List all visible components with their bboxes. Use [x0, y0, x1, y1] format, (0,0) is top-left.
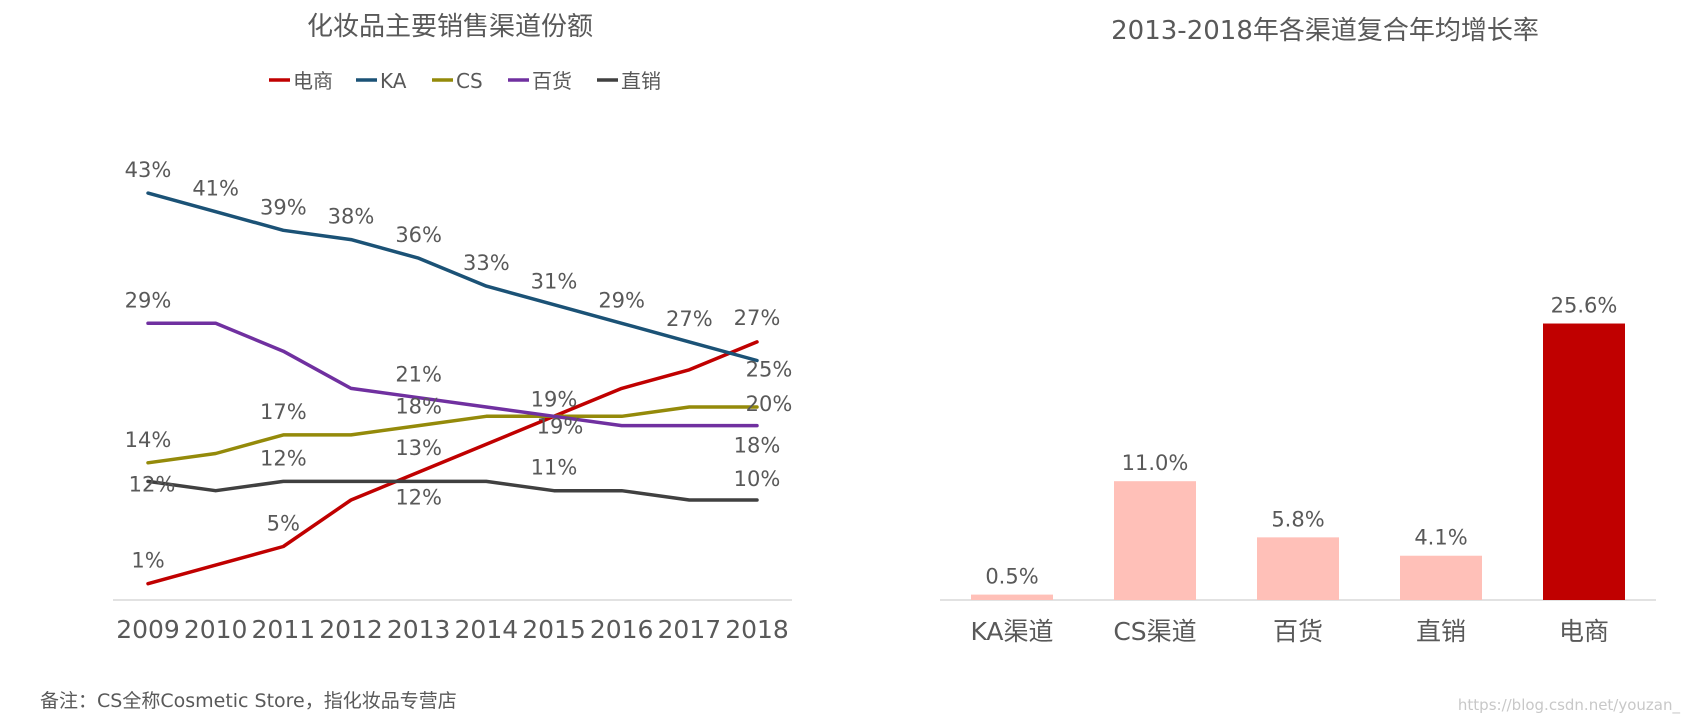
watermark: https://blog.csdn.net/youzan_: [1457, 696, 1680, 714]
line-chart-legend: 电商 KA CS 百货 直销: [269, 69, 661, 93]
bar-category-2: 百货: [1273, 617, 1323, 646]
bar-4: [1543, 323, 1625, 600]
bar-label-2: 5.8%: [1271, 507, 1324, 531]
bar-1: [1114, 481, 1196, 600]
data-label-s4-0: 12%: [129, 472, 176, 496]
series-line-2: [146, 405, 759, 465]
data-label-s0-2: 5%: [267, 512, 300, 536]
footnote: 备注：CS全称Cosmetic Store，指化妆品专营店: [40, 690, 457, 712]
data-label-s0-9: 27%: [734, 306, 781, 330]
bar-label-3: 4.1%: [1414, 526, 1467, 550]
data-label-s1-1: 41%: [192, 177, 239, 201]
x-tick-2011: 2011: [252, 615, 316, 644]
legend-label-0: 电商: [293, 69, 333, 93]
bar-category-3: 直销: [1416, 617, 1466, 646]
bar-2: [1257, 537, 1339, 600]
bar-label-4: 25.6%: [1551, 294, 1618, 318]
x-tick-2012: 2012: [319, 615, 383, 644]
x-tick-2017: 2017: [658, 615, 722, 644]
data-label-s3-6: 19%: [537, 414, 584, 438]
x-tick-2009: 2009: [116, 615, 180, 644]
data-label-s3-4: 21%: [395, 363, 442, 387]
bar-0: [971, 594, 1053, 600]
data-label-s1-5: 33%: [463, 251, 510, 275]
data-label-s4-9: 10%: [734, 467, 781, 491]
data-label-s4-4: 12%: [395, 485, 442, 509]
data-label-s0-6: 19%: [531, 387, 578, 411]
bar-3: [1400, 555, 1482, 600]
data-label-s2-2: 17%: [260, 400, 307, 424]
data-label-s1-9: 25%: [746, 358, 793, 382]
data-label-s1-4: 36%: [395, 223, 442, 247]
line-chart-series: [146, 191, 759, 586]
x-tick-2010: 2010: [184, 615, 248, 644]
legend-label-4: 直销: [621, 69, 661, 93]
bar-chart-x-ticks: KA渠道 CS渠道 百货 直销 电商: [970, 617, 1609, 646]
data-label-s2-4: 18%: [395, 395, 442, 419]
bar-category-1: CS渠道: [1113, 617, 1196, 646]
x-tick-2014: 2014: [455, 615, 519, 644]
data-label-s3-0: 29%: [125, 288, 172, 312]
line-chart-title: 化妆品主要销售渠道份额: [307, 12, 593, 42]
series-line-1: [146, 191, 759, 363]
data-label-s0-4: 13%: [395, 436, 442, 460]
x-tick-2016: 2016: [590, 615, 654, 644]
data-label-s1-8: 27%: [666, 307, 713, 331]
series-line-0: [146, 340, 759, 586]
x-tick-2013: 2013: [387, 615, 451, 644]
data-label-s1-2: 39%: [260, 195, 307, 219]
bar-label-0: 0.5%: [985, 565, 1038, 589]
legend-label-1: KA: [380, 69, 407, 93]
bar-category-0: KA渠道: [970, 617, 1053, 646]
data-label-s1-6: 31%: [531, 270, 578, 294]
bar-chart-title: 2013-2018年各渠道复合年均增长率: [1111, 16, 1539, 46]
line-chart-x-ticks: 2009 2010 2011 2012 2013 2014 2015 2016 2017 2018: [116, 615, 789, 644]
series-line-3: [146, 321, 759, 428]
x-tick-2018: 2018: [725, 615, 789, 644]
data-label-s1-3: 38%: [328, 205, 375, 229]
bar-chart-data-labels: 0.5% 11.0% 5.8% 4.1% 25.6%: [985, 294, 1617, 589]
series-line-4: [146, 479, 759, 502]
data-label-s0-0: 1%: [131, 549, 164, 573]
legend-label-2: CS: [456, 69, 483, 93]
bar-chart-bars: [971, 323, 1625, 600]
data-label-s1-0: 43%: [125, 158, 172, 182]
legend-label-3: 百货: [532, 69, 572, 93]
x-tick-2015: 2015: [522, 615, 586, 644]
line-chart-data-labels: 1% 5% 13% 19% 27% 43% 41% 39% 38% 36% 33% 31% 29% 27%…: [125, 158, 793, 573]
data-label-s4-2: 12%: [260, 446, 307, 470]
data-label-s1-7: 29%: [598, 288, 645, 312]
data-label-s2-0: 14%: [125, 428, 172, 452]
bar-category-4: 电商: [1559, 617, 1609, 646]
bar-label-1: 11.0%: [1122, 451, 1189, 475]
data-label-s4-6: 11%: [531, 456, 578, 480]
data-label-s2-9: 20%: [746, 392, 793, 416]
data-label-s3-9: 18%: [734, 434, 781, 458]
